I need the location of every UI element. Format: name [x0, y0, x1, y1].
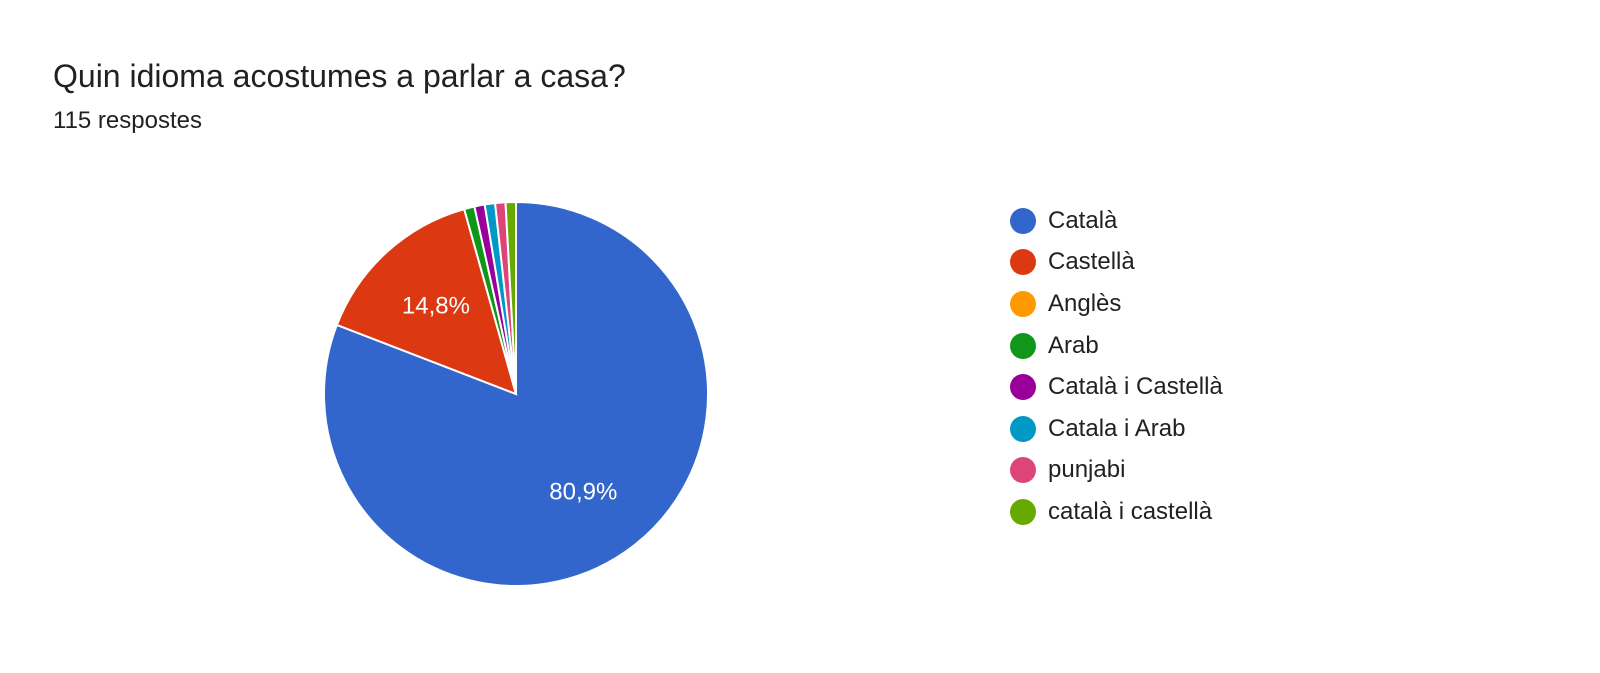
- pie-slices: [323, 200, 709, 587]
- legend-swatch: [1010, 498, 1036, 525]
- legend-label: Català: [1048, 206, 1118, 234]
- legend-swatch: [1010, 290, 1036, 317]
- legend-item-3[interactable]: Arab: [1010, 325, 1223, 367]
- legend-swatch: [1010, 415, 1036, 442]
- legend-item-6[interactable]: punjabi: [1010, 450, 1223, 492]
- pie-slice-7[interactable]: [504, 200, 517, 395]
- slice-value-label-1: 14,8%: [402, 292, 470, 319]
- legend-swatch: [1010, 207, 1036, 234]
- response-count: 115 respostes: [53, 107, 202, 134]
- slice-value-label-0: 80,9%: [549, 479, 617, 506]
- pie-slice-0[interactable]: [323, 200, 709, 587]
- legend-label: Arab: [1048, 331, 1099, 359]
- pie-slice-labels: 80,9% 14,8%: [402, 292, 617, 505]
- question-title: Quin idioma acostumes a parlar a casa?: [53, 58, 626, 94]
- legend-item-7[interactable]: català i castellà: [1010, 491, 1223, 533]
- legend-item-1[interactable]: Castellà: [1010, 242, 1223, 284]
- legend-label: Catala i Arab: [1048, 414, 1186, 442]
- legend-label: punjabi: [1048, 456, 1126, 484]
- legend-label: Català i Castellà: [1048, 373, 1223, 401]
- legend-item-0[interactable]: Català: [1010, 200, 1223, 242]
- legend-swatch: [1010, 249, 1036, 276]
- legend-swatch: [1010, 332, 1036, 359]
- chart-legend: Català Castellà Anglès Arab Català i Castell…: [1010, 200, 1223, 533]
- legend-label: Anglès: [1048, 289, 1122, 317]
- legend-swatch: [1010, 457, 1036, 484]
- legend-item-2[interactable]: Anglès: [1010, 283, 1223, 325]
- legend-label: Castellà: [1048, 248, 1135, 276]
- pie-slice-1[interactable]: [335, 207, 518, 396]
- legend-item-5[interactable]: Catala i Arab: [1010, 408, 1223, 450]
- legend-swatch: [1010, 374, 1036, 401]
- legend-label: català i castellà: [1048, 497, 1213, 525]
- legend-item-4[interactable]: Català i Castellà: [1010, 366, 1223, 408]
